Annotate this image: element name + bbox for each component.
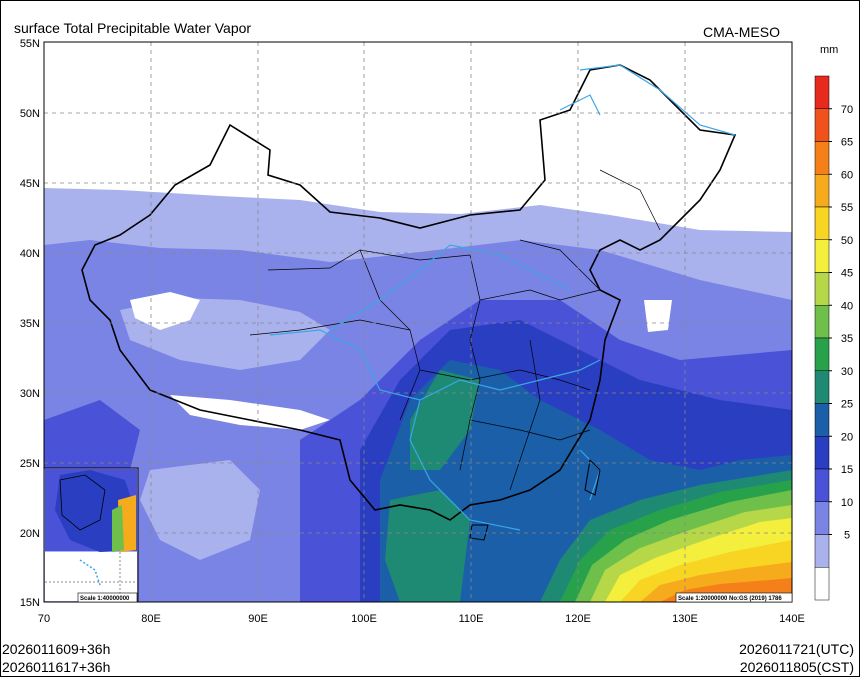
lat-label: 25N	[20, 458, 40, 470]
lon-label: 90E	[248, 613, 268, 625]
lat-label: 20N	[20, 528, 40, 540]
colorbar-swatch	[814, 206, 830, 240]
inset-scale-label: Scale 1:40000000	[80, 596, 130, 602]
colorbar-swatch	[814, 337, 830, 371]
valid-time-block: 2026011721(UTC) 2026011805(CST)	[720, 640, 854, 676]
colorbar-swatch	[814, 534, 830, 568]
colorbar-label: 5	[844, 530, 850, 542]
colorbar-label: 10	[841, 497, 853, 509]
colorbar-swatch	[814, 174, 830, 208]
colorbar-label: 15	[841, 464, 853, 476]
country-border	[81, 64, 737, 521]
lat-label: 35N	[20, 318, 40, 330]
lat-label: 45N	[20, 178, 40, 190]
lon-label: 140E	[779, 613, 805, 625]
colorbar-label: 45	[841, 268, 853, 280]
init-cst: 2026011617+36h	[2, 659, 111, 675]
colorbar-swatch	[814, 403, 830, 437]
rivers	[269, 64, 736, 531]
colorbar-swatch	[814, 468, 830, 502]
unit-label: mm	[820, 44, 839, 56]
colorbar-swatch	[814, 141, 830, 175]
lat-label: 30N	[20, 388, 40, 400]
colorbar-label: 30	[841, 366, 853, 378]
valid-cst: 2026011805(CST)	[739, 659, 854, 675]
plot-border	[43, 41, 793, 603]
lon-label: 130E	[672, 613, 698, 625]
colorbar-label: 35	[841, 333, 853, 345]
lon-label: 100E	[351, 613, 377, 625]
colorbar-swatch	[814, 567, 830, 601]
init-utc: 2026011609+36h	[2, 641, 111, 657]
province-borders	[249, 169, 661, 491]
valid-utc: 2026011721(UTC)	[739, 641, 854, 657]
colorbar-swatch	[814, 272, 830, 306]
map-title: surface Total Precipitable Water Vapor	[14, 20, 252, 36]
lat-axis: 55N 50N 45N 40N 35N 30N 25N 20N 15N	[20, 38, 40, 609]
colorbar-swatch	[814, 239, 830, 273]
lat-label: 55N	[20, 38, 40, 50]
taiwan-island	[584, 458, 601, 496]
colorbar-label: 65	[841, 137, 853, 149]
init-time-block: 2026011609+36h 2026011617+36h	[2, 640, 110, 676]
lon-label: 80E	[141, 613, 161, 625]
colorbar-label: 50	[841, 235, 853, 247]
colorbar-swatch	[814, 436, 830, 470]
colorbar-label: 70	[841, 104, 853, 116]
map-scale-label: Scale 1:20000000 No:GS (2019) 1786	[678, 596, 782, 602]
lon-label: 70	[38, 613, 50, 625]
model-name: CMA-MESO	[703, 24, 780, 40]
colorbar-swatch	[814, 370, 830, 404]
lat-label: 40N	[20, 248, 40, 260]
lon-axis: 70 80E 90E 100E 110E 120E 130E 140E	[38, 613, 805, 625]
graticule	[44, 42, 792, 602]
colorbar-swatch	[814, 75, 830, 109]
colorbar: 70 65 60 55 50 45 40 35 30 25 20 15 10 5	[814, 75, 853, 601]
colorbar-label: 60	[841, 169, 853, 181]
colorbar-label: 20	[841, 431, 853, 443]
lat-label: 50N	[20, 108, 40, 120]
colorbar-label: 40	[841, 300, 853, 312]
lat-label: 15N	[20, 597, 40, 609]
lon-label: 110E	[459, 613, 484, 625]
colorbar-swatch	[814, 501, 830, 535]
inset-map: Scale 1:40000000	[43, 467, 139, 603]
colorbar-swatch	[814, 108, 830, 142]
colorbar-swatch	[814, 305, 830, 339]
field-layer	[44, 42, 792, 602]
colorbar-label: 25	[841, 399, 853, 411]
colorbar-label: 55	[841, 202, 853, 214]
lon-label: 120E	[565, 613, 591, 625]
